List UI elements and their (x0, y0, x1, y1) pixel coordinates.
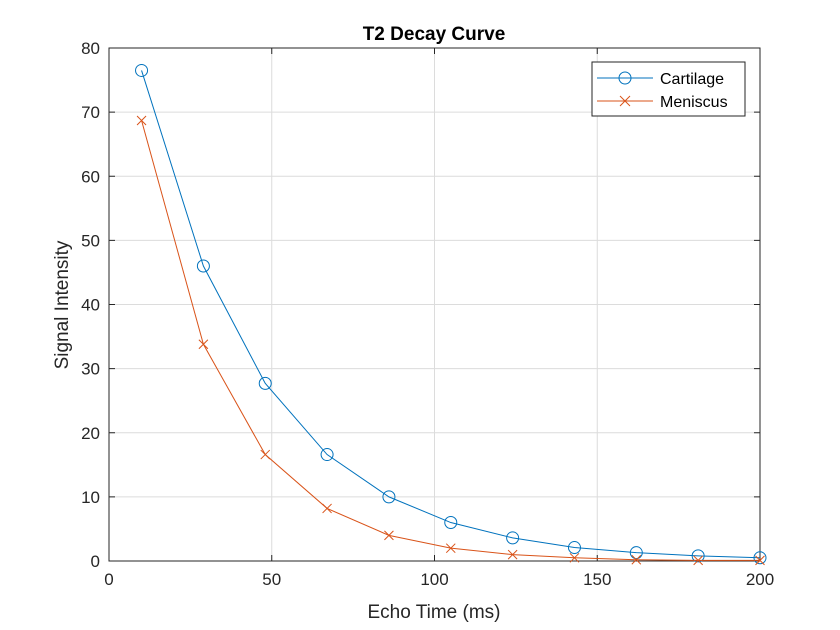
legend-box (591, 61, 746, 117)
data-point-cartilage (196, 259, 210, 273)
data-point-meniscus (198, 339, 209, 350)
legend-item-meniscus: Meniscus (597, 94, 728, 111)
x-tick-label: 0 (104, 570, 113, 589)
y-tick-label: 80 (81, 39, 100, 58)
data-point-meniscus (507, 549, 518, 560)
legend-label-cartilage: Cartilage (660, 71, 724, 88)
data-point-cartilage (567, 541, 581, 555)
y-tick-label: 70 (81, 103, 100, 122)
y-axis-label: Signal Intensity (52, 240, 73, 369)
y-tick-label: 20 (81, 424, 100, 443)
data-point-cartilage (506, 531, 520, 545)
data-series (135, 63, 767, 566)
data-point-meniscus (693, 555, 704, 566)
legend-label-meniscus: Meniscus (660, 94, 728, 111)
data-point-meniscus (569, 552, 580, 563)
data-point-meniscus (322, 503, 332, 514)
data-point-meniscus (260, 449, 271, 460)
legend: Cartilage Meniscus (591, 61, 746, 117)
legend-marker-meniscus (619, 95, 631, 107)
axis-ticks: 0 50 100 150 200 0 10 20 30 40 50 60 70 80 (81, 39, 774, 589)
y-tick-label: 30 (81, 360, 100, 379)
series-cartilage (135, 63, 767, 565)
x-tick-label: 150 (583, 570, 611, 589)
data-point-meniscus (445, 543, 456, 554)
data-point-cartilage (135, 63, 149, 77)
data-point-cartilage (258, 376, 272, 390)
data-point-cartilage (753, 551, 767, 565)
series-line-cartilage (141, 70, 761, 559)
y-tick-label: 0 (91, 552, 100, 571)
chart-title: T2 Decay Curve (363, 24, 506, 45)
data-point-meniscus (136, 115, 147, 126)
data-point-cartilage (320, 448, 334, 462)
series-meniscus (136, 115, 765, 566)
x-tick-label: 50 (262, 570, 281, 589)
data-point-cartilage (382, 490, 396, 504)
data-point-cartilage (691, 549, 705, 563)
x-axis-label: Echo Time (ms) (367, 602, 500, 623)
legend-item-cartilage: Cartilage (597, 71, 724, 88)
data-point-cartilage (444, 516, 458, 530)
y-tick-label: 40 (81, 296, 100, 315)
y-tick-label: 60 (81, 167, 100, 186)
y-tick-label: 50 (81, 231, 100, 250)
x-tick-label: 100 (420, 570, 448, 589)
legend-marker-cartilage (618, 71, 632, 85)
data-point-meniscus (384, 530, 394, 541)
data-point-meniscus (631, 554, 642, 565)
y-tick-label: 10 (81, 488, 100, 507)
x-tick-label: 200 (746, 570, 774, 589)
data-point-cartilage (629, 546, 643, 560)
data-point-meniscus (755, 555, 765, 566)
